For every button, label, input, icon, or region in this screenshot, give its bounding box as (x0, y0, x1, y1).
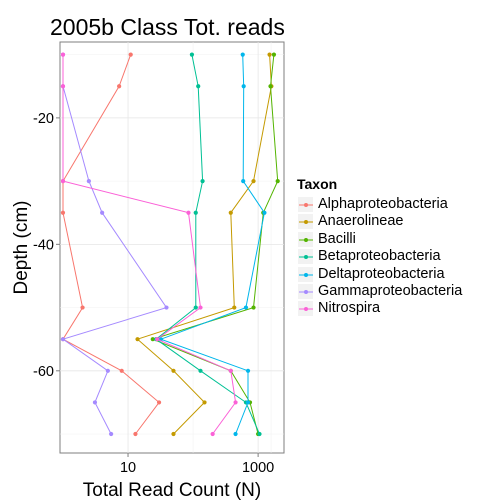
data-point-bacilli (271, 52, 277, 57)
legend-items: Alphaproteobacteria Anaerolineae Bacilli Be… (297, 196, 462, 318)
data-point-anaerolineae (202, 400, 207, 405)
data-point-betaproteobacteria (189, 52, 195, 57)
x-axis-title: Total Read Count (N) (83, 480, 261, 501)
data-point-nitrospira (210, 431, 215, 437)
data-point-gammaproteobacteria (100, 210, 105, 215)
data-point-anaerolineae (228, 210, 233, 215)
data-point-nitrospira (155, 337, 160, 342)
data-point-gammaproteobacteria (105, 368, 110, 373)
data-point-deltaproteobacteria (241, 84, 246, 89)
data-point-deltaproteobacteria (233, 431, 238, 437)
data-point-deltaproteobacteria (240, 52, 245, 57)
legend-key-deltaproteobacteria (297, 265, 314, 283)
data-point-anaerolineae (232, 305, 237, 310)
data-point-bacilli (150, 337, 155, 342)
data-point-deltaproteobacteria (241, 179, 246, 184)
data-point-deltaproteobacteria (262, 210, 267, 215)
legend-key-anaerolineae (297, 213, 314, 231)
data-point-alphaproteobacteria (80, 305, 85, 310)
legend-title: Taxon (297, 176, 338, 192)
data-point-bacilli (268, 84, 273, 89)
data-point-nitrospira (198, 305, 203, 310)
data-point-betaproteobacteria (196, 84, 201, 89)
legend-item-betaproteobacteria: Betaproteobacteria (297, 248, 462, 266)
legend-key-bacilli (297, 230, 314, 248)
data-point-deltaproteobacteria (243, 305, 249, 310)
legend-label-nitrospira: Nitrospira (318, 300, 381, 317)
legend-label-deltaproteobacteria: Deltaproteobacteria (318, 265, 445, 282)
legend-key-alphaproteobacteria (297, 196, 314, 213)
data-point-nitrospira (60, 84, 66, 89)
data-point-alphaproteobacteria (60, 210, 66, 215)
data-point-nitrospira (233, 400, 238, 405)
legend-label-bacilli: Bacilli (318, 230, 356, 247)
data-point-nitrospira (60, 52, 66, 57)
legend-item-deltaproteobacteria: Deltaproteobacteria (297, 265, 462, 283)
legend-item-alphaproteobacteria: Alphaproteobacteria (297, 196, 462, 213)
data-point-alphaproteobacteria (156, 400, 162, 405)
y-tick-label: -20 (33, 111, 54, 127)
legend: Taxon Alphaproteobacteria Anaerolineae Bac… (297, 176, 462, 318)
legend-item-anaerolineae: Anaerolineae (297, 213, 462, 231)
data-point-gammaproteobacteria (109, 431, 114, 437)
data-point-gammaproteobacteria (60, 337, 66, 342)
data-point-betaproteobacteria (198, 368, 203, 373)
y-tick-label: -60 (33, 364, 54, 380)
data-point-nitrospira (60, 179, 66, 184)
legend-item-bacilli: Bacilli (297, 230, 462, 248)
data-point-betaproteobacteria (257, 431, 262, 437)
data-point-deltaproteobacteria (245, 400, 251, 405)
data-point-bacilli (251, 305, 256, 310)
data-point-anaerolineae (171, 368, 176, 373)
legend-label-betaproteobacteria: Betaproteobacteria (318, 248, 441, 265)
data-point-alphaproteobacteria (119, 368, 124, 373)
data-point-nitrospira (228, 368, 233, 373)
data-point-anaerolineae (135, 337, 140, 342)
legend-key-betaproteobacteria (297, 248, 314, 266)
legend-label-anaerolineae: Anaerolineae (318, 213, 404, 230)
chart-title: 2005b Class Tot. reads (50, 14, 285, 40)
y-axis-title: Depth (cm) (11, 201, 32, 295)
legend-label-alphaproteobacteria: Alphaproteobacteria (318, 196, 448, 212)
data-point-gammaproteobacteria (164, 305, 169, 310)
legend-key-gammaproteobacteria (297, 282, 314, 300)
data-point-alphaproteobacteria (128, 52, 133, 57)
data-point-anaerolineae (171, 431, 176, 437)
legend-key-nitrospira (297, 300, 314, 318)
data-point-deltaproteobacteria (245, 368, 251, 373)
data-point-gammaproteobacteria (86, 179, 91, 184)
x-tick-label: 1000 (242, 460, 274, 476)
data-point-anaerolineae (251, 179, 256, 184)
data-point-betaproteobacteria (200, 179, 205, 184)
data-point-betaproteobacteria (193, 210, 198, 215)
data-point-anaerolineae (267, 52, 272, 57)
x-tick-label: 10 (120, 460, 136, 476)
y-tick-label: -40 (33, 237, 54, 253)
data-point-alphaproteobacteria (117, 84, 122, 89)
legend-label-gammaproteobacteria: Gammaproteobacteria (318, 282, 463, 299)
data-point-nitrospira (186, 210, 191, 215)
data-point-alphaproteobacteria (133, 431, 138, 437)
data-point-gammaproteobacteria (92, 400, 98, 405)
plot-panel (59, 41, 285, 454)
data-point-betaproteobacteria (193, 305, 198, 310)
legend-item-nitrospira: Nitrospira (297, 300, 462, 318)
data-point-bacilli (275, 179, 280, 184)
legend-item-gammaproteobacteria: Gammaproteobacteria (297, 282, 463, 300)
